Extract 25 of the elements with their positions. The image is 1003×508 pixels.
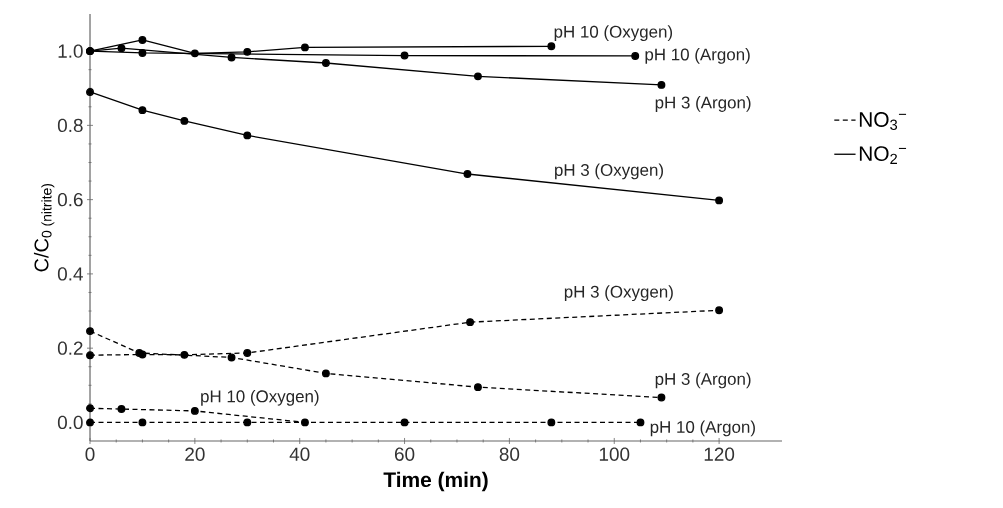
x-tick-label: 0 [85, 447, 95, 461]
x-tick-label: 80 [499, 447, 520, 461]
annotation: pH 10 (Oxygen) [554, 25, 673, 42]
y-tick-label: 0.6 [57, 192, 83, 207]
y-tick-label: 0.4 [57, 267, 83, 281]
x-tick-label: 40 [289, 447, 310, 461]
y-tick-label: 1.0 [58, 44, 83, 58]
legend-label: NO$_{2}$− [859, 146, 907, 164]
annotation: pH 3 (Oxygen) [564, 285, 673, 302]
y-axis-title: C/C$_{0 (nitrite)}$ [33, 183, 55, 272]
y-tick-label: 0.2 [57, 341, 83, 355]
annotation: pH 10 (Oxygen) [201, 389, 319, 406]
annotation: pH 3 (Argon) [655, 96, 751, 112]
y-tick-label: 0.8 [57, 118, 83, 133]
x-axis-title: Time (min) [383, 471, 488, 492]
y-tick-label: 0.0 [57, 415, 83, 430]
x-tick-label: 60 [394, 447, 415, 461]
annotation: pH 10 (Argon) [650, 420, 755, 437]
x-tick-label: 20 [185, 447, 205, 461]
x-tick-label: 120 [704, 447, 735, 461]
legend-label: NO$_{3}$− [859, 112, 907, 130]
x-tick-label: 100 [599, 447, 630, 461]
annotation: pH 3 (Oxygen) [555, 163, 663, 180]
annotation: pH 3 (Argon) [655, 372, 751, 389]
annotation: pH 10 (Argon) [645, 48, 750, 64]
